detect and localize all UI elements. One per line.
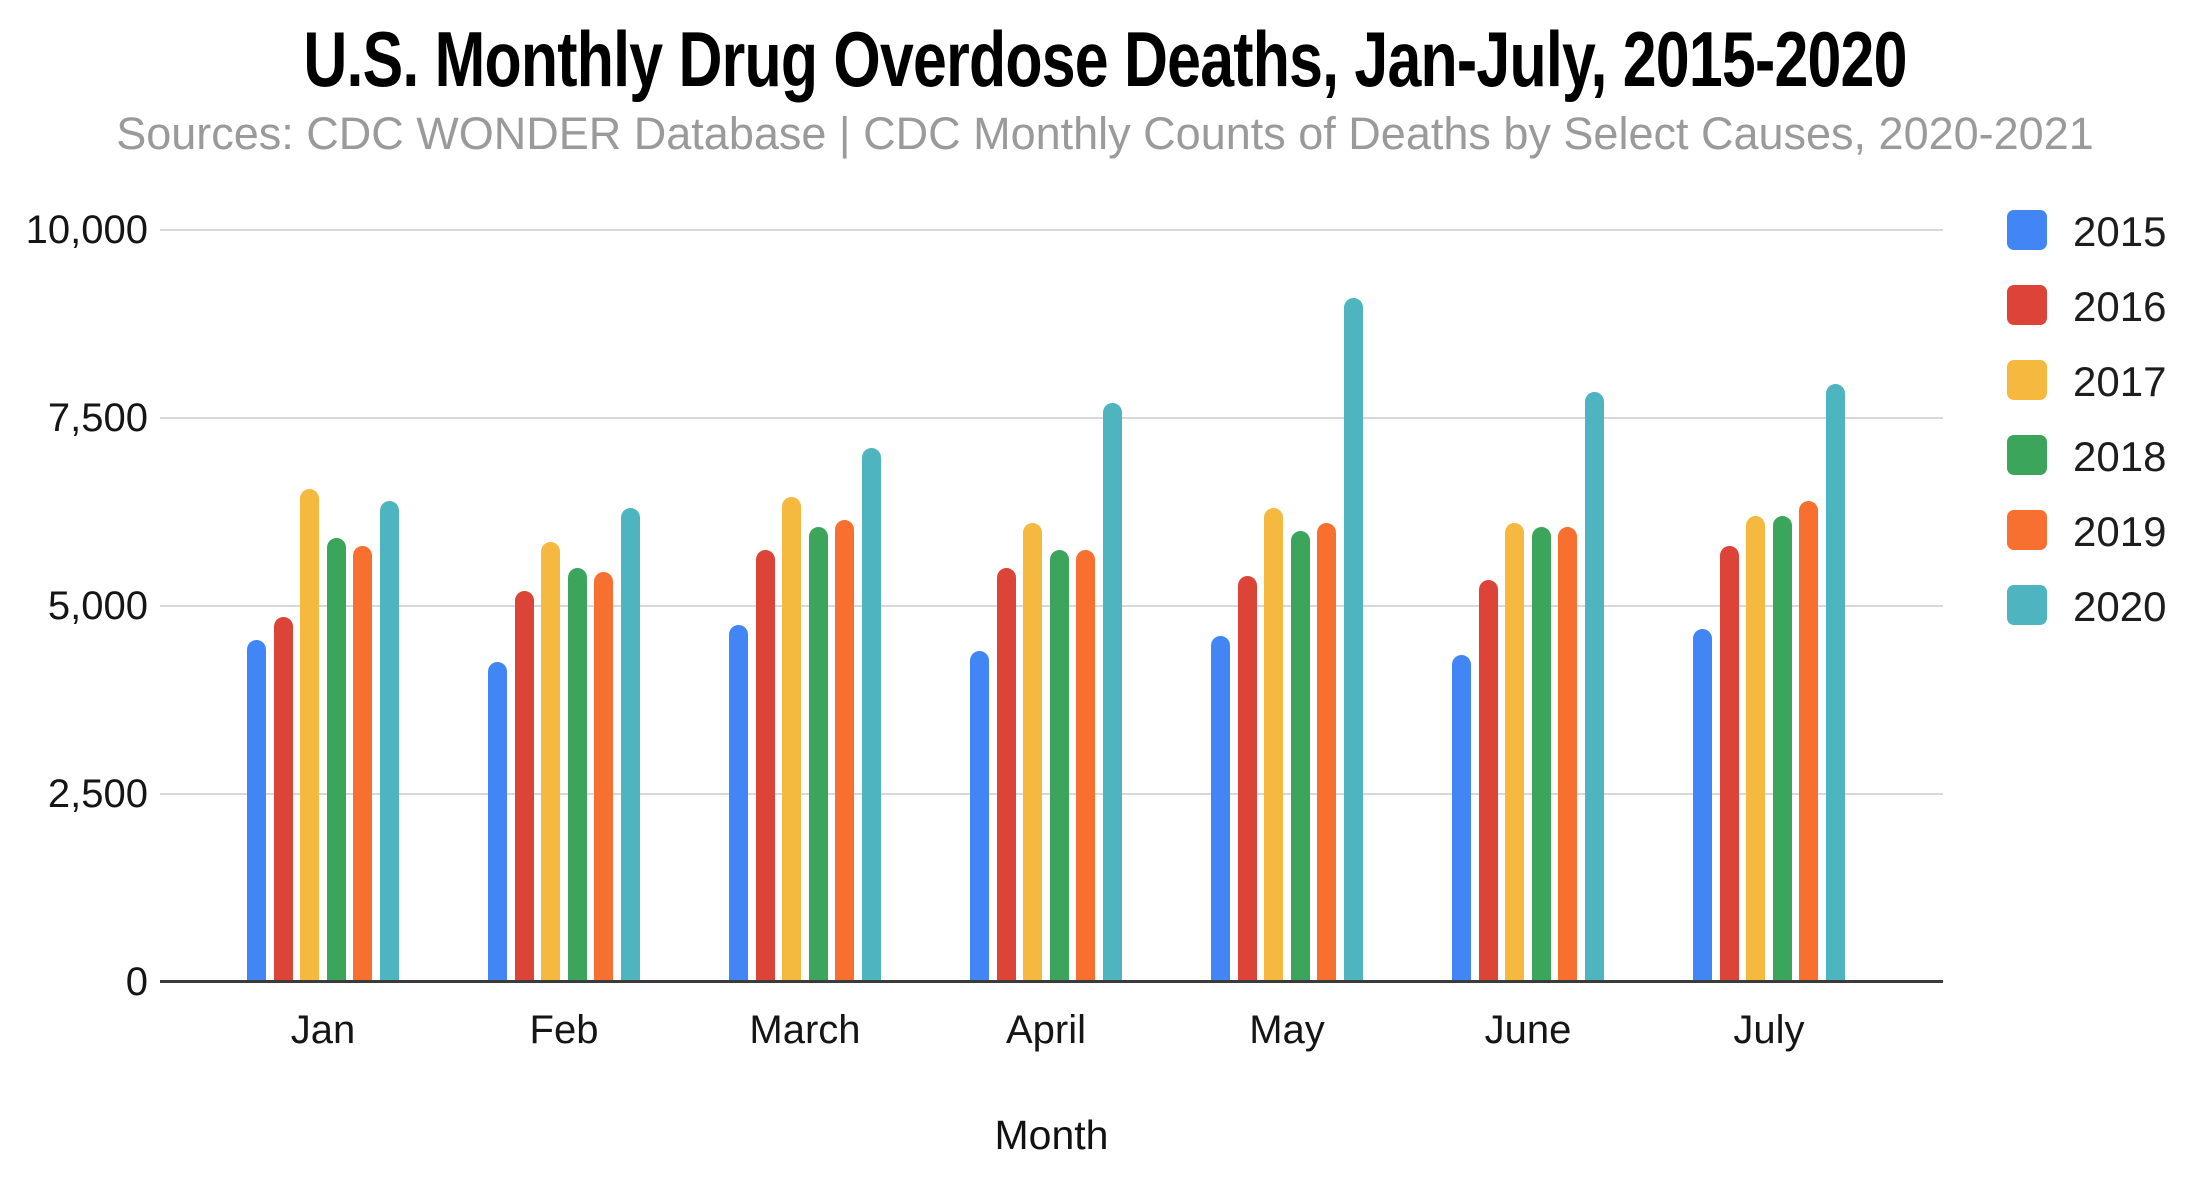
bar-2017-july bbox=[1746, 515, 1766, 982]
x-axis-line bbox=[160, 980, 1943, 983]
legend-label-2017: 2017 bbox=[2073, 358, 2167, 405]
bar-2018-july bbox=[1772, 515, 1792, 982]
y-tick-label-10000: 10,000 bbox=[25, 208, 148, 252]
bar-2020-jan bbox=[380, 500, 399, 982]
bar-2017-march bbox=[782, 496, 802, 982]
y-tick-label-5000: 5,000 bbox=[47, 584, 148, 628]
chart-title: U.S. Monthly Drug Overdose Deaths, Jan-J… bbox=[303, 15, 1907, 103]
bar-2020-june bbox=[1585, 391, 1604, 982]
legend-swatch-2015 bbox=[2007, 210, 2047, 250]
bar-2020-may bbox=[1344, 297, 1363, 982]
legend-swatch-2017 bbox=[2007, 360, 2047, 400]
bar-2015-june bbox=[1452, 654, 1471, 982]
legend-label-2016: 2016 bbox=[2073, 283, 2167, 330]
bar-2020-feb bbox=[621, 508, 640, 982]
legend-swatch-2019 bbox=[2007, 510, 2047, 550]
bar-2015-may bbox=[1211, 636, 1230, 982]
y-tick-label-7500: 7,500 bbox=[47, 396, 148, 440]
x-tick-label-may: May bbox=[1249, 1008, 1325, 1052]
bar-2016-jan bbox=[273, 617, 293, 982]
bar-2017-june bbox=[1505, 523, 1525, 982]
bar-2018-april bbox=[1049, 549, 1069, 982]
bar-2018-june bbox=[1531, 527, 1551, 982]
bar-2015-feb bbox=[488, 662, 507, 982]
bar-2016-june bbox=[1478, 579, 1498, 982]
bar-2020-july bbox=[1826, 384, 1845, 982]
x-axis-title: Month bbox=[994, 1112, 1109, 1158]
legend-label-2015: 2015 bbox=[2073, 208, 2167, 255]
bar-2016-april bbox=[996, 568, 1016, 982]
legend-label-2019: 2019 bbox=[2073, 508, 2167, 555]
bar-2015-march bbox=[729, 624, 748, 982]
bar-2019-april bbox=[1076, 549, 1096, 982]
bar-2017-may bbox=[1264, 508, 1284, 982]
bar-2018-jan bbox=[326, 538, 346, 982]
bar-2016-may bbox=[1237, 575, 1257, 982]
bar-2019-march bbox=[835, 519, 855, 982]
bar-2020-april bbox=[1103, 402, 1122, 982]
bar-2020-march bbox=[862, 448, 881, 982]
bar-2018-may bbox=[1290, 530, 1310, 982]
bar-2015-april bbox=[970, 651, 989, 982]
gridline-10000 bbox=[160, 229, 1943, 231]
bar-2015-jan bbox=[247, 639, 266, 982]
bar-2018-march bbox=[808, 527, 828, 982]
bar-2019-feb bbox=[594, 572, 614, 982]
bar-2015-july bbox=[1693, 628, 1712, 982]
bar-2016-feb bbox=[514, 590, 534, 982]
x-tick-label-jan: Jan bbox=[290, 1008, 356, 1052]
bar-2019-jan bbox=[353, 545, 373, 982]
bar-2016-march bbox=[755, 549, 775, 982]
bar-2017-jan bbox=[300, 489, 320, 982]
y-tick-label-2500: 2,500 bbox=[47, 772, 148, 816]
x-tick-label-april: April bbox=[1005, 1008, 1087, 1052]
x-tick-label-march: March bbox=[749, 1008, 861, 1052]
legend-label-2020: 2020 bbox=[2073, 583, 2167, 630]
legend-swatch-2016 bbox=[2007, 285, 2047, 325]
bar-2017-april bbox=[1023, 523, 1043, 982]
bar-2018-feb bbox=[567, 568, 587, 982]
bar-2019-june bbox=[1558, 527, 1578, 982]
bar-2019-may bbox=[1317, 523, 1337, 982]
bar-2019-july bbox=[1799, 500, 1819, 982]
legend-swatch-2018 bbox=[2007, 435, 2047, 475]
bar-2017-feb bbox=[541, 542, 561, 982]
x-tick-label-feb: Feb bbox=[529, 1008, 599, 1052]
x-tick-label-july: July bbox=[1733, 1008, 1805, 1052]
bar-2016-july bbox=[1719, 545, 1739, 982]
gridline-7500 bbox=[160, 417, 1943, 419]
y-tick-label-0: 0 bbox=[125, 960, 148, 1004]
x-tick-label-june: June bbox=[1484, 1008, 1572, 1052]
legend-label-2018: 2018 bbox=[2073, 433, 2167, 480]
legend-swatch-2020 bbox=[2007, 585, 2047, 625]
chart-subtitle: Sources: CDC WONDER Database | CDC Month… bbox=[116, 108, 2094, 159]
